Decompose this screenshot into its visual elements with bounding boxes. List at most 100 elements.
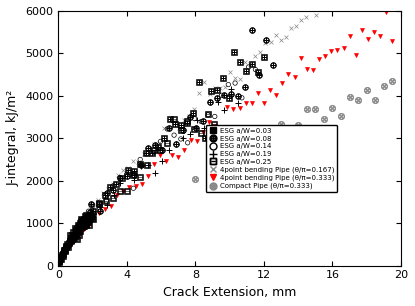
4point bending Pipe (θ/π=0.167) — [66, 238, 73, 243]
4point bending Pipe (θ/π=0.167) — [81, 215, 88, 220]
Compact Pipe (θ/π=0.333) — [381, 84, 387, 88]
4point bending Pipe (θ/π=0.167) — [68, 235, 75, 240]
ESG a/W=0.19 — [173, 141, 179, 146]
4point bending Pipe (θ/π=0.333) — [82, 224, 88, 229]
ESG a/W=0.25 — [83, 223, 89, 228]
4point bending Pipe (θ/π=0.167) — [75, 224, 82, 229]
ESG a/W=0.08 — [124, 173, 131, 178]
4point bending Pipe (θ/π=0.167) — [89, 202, 95, 207]
ESG a/W=0.14 — [110, 184, 116, 188]
4point bending Pipe (θ/π=0.333) — [89, 214, 95, 218]
ESG a/W=0.14 — [56, 259, 63, 264]
4point bending Pipe (θ/π=0.167) — [191, 106, 198, 111]
ESG a/W=0.14 — [73, 232, 79, 237]
ESG a/W=0.19 — [85, 221, 91, 226]
ESG a/W=0.03 — [80, 217, 87, 222]
4point bending Pipe (θ/π=0.167) — [338, 6, 345, 11]
ESG a/W=0.03 — [76, 226, 82, 231]
ESG a/W=0.14 — [88, 211, 95, 216]
ESG a/W=0.14 — [171, 133, 177, 138]
ESG a/W=0.25 — [137, 174, 143, 179]
ESG a/W=0.25 — [150, 147, 157, 152]
4point bending Pipe (θ/π=0.333) — [144, 174, 151, 179]
ESG a/W=0.14 — [123, 172, 130, 177]
4point bending Pipe (θ/π=0.167) — [84, 213, 91, 218]
ESG a/W=0.19 — [228, 86, 235, 91]
ESG a/W=0.03 — [56, 259, 63, 264]
4point bending Pipe (θ/π=0.167) — [86, 211, 93, 216]
ESG a/W=0.14 — [164, 126, 171, 131]
ESG a/W=0.08 — [59, 252, 65, 257]
4point bending Pipe (θ/π=0.167) — [57, 256, 64, 261]
ESG a/W=0.19 — [193, 117, 200, 122]
ESG a/W=0.14 — [78, 225, 85, 230]
4point bending Pipe (θ/π=0.333) — [68, 241, 74, 246]
ESG a/W=0.14 — [184, 140, 191, 145]
ESG a/W=0.03 — [57, 256, 64, 261]
ESG a/W=0.25 — [184, 118, 191, 123]
ESG a/W=0.03 — [137, 162, 143, 166]
4point bending Pipe (θ/π=0.167) — [61, 248, 68, 252]
4point bending Pipe (θ/π=0.167) — [56, 259, 63, 264]
ESG a/W=0.19 — [61, 251, 67, 256]
ESG a/W=0.14 — [89, 203, 96, 207]
ESG a/W=0.25 — [157, 148, 164, 153]
4point bending Pipe (θ/π=0.167) — [80, 219, 86, 224]
4point bending Pipe (θ/π=0.167) — [62, 246, 68, 251]
ESG a/W=0.25 — [211, 121, 218, 126]
4point bending Pipe (θ/π=0.167) — [74, 224, 81, 229]
4point bending Pipe (θ/π=0.167) — [78, 218, 84, 223]
ESG a/W=0.03 — [79, 217, 85, 222]
ESG a/W=0.03 — [66, 232, 73, 237]
ESG a/W=0.08 — [151, 143, 158, 148]
ESG a/W=0.25 — [130, 172, 137, 177]
ESG a/W=0.14 — [117, 175, 123, 180]
ESG a/W=0.19 — [159, 159, 165, 163]
ESG a/W=0.03 — [95, 201, 102, 206]
Compact Pipe (θ/π=0.333) — [252, 131, 259, 136]
ESG a/W=0.25 — [63, 244, 70, 249]
ESG a/W=0.14 — [60, 251, 67, 256]
4point bending Pipe (θ/π=0.167) — [58, 254, 64, 259]
ESG a/W=0.03 — [160, 136, 167, 140]
4point bending Pipe (θ/π=0.167) — [242, 59, 249, 64]
ESG a/W=0.03 — [101, 192, 108, 197]
4point bending Pipe (θ/π=0.167) — [83, 213, 90, 218]
4point bending Pipe (θ/π=0.333) — [175, 155, 182, 159]
ESG a/W=0.08 — [66, 237, 73, 241]
ESG a/W=0.08 — [103, 191, 110, 196]
4point bending Pipe (θ/π=0.333) — [87, 218, 93, 222]
4point bending Pipe (θ/π=0.167) — [71, 228, 78, 233]
4point bending Pipe (θ/π=0.333) — [316, 56, 322, 61]
ESG a/W=0.19 — [235, 101, 242, 106]
4point bending Pipe (θ/π=0.167) — [87, 208, 93, 213]
ESG a/W=0.25 — [89, 216, 96, 221]
4point bending Pipe (θ/π=0.167) — [120, 167, 127, 172]
4point bending Pipe (θ/π=0.333) — [61, 251, 67, 256]
ESG a/W=0.14 — [103, 198, 110, 203]
ESG a/W=0.19 — [221, 108, 228, 113]
ESG a/W=0.19 — [166, 147, 172, 152]
ESG a/W=0.03 — [225, 96, 232, 101]
4point bending Pipe (θ/π=0.333) — [132, 184, 139, 188]
4point bending Pipe (θ/π=0.333) — [88, 216, 94, 221]
4point bending Pipe (θ/π=0.167) — [262, 40, 269, 45]
ESG a/W=0.03 — [149, 151, 155, 156]
4point bending Pipe (θ/π=0.333) — [85, 223, 91, 228]
4point bending Pipe (θ/π=0.333) — [108, 203, 115, 208]
ESG a/W=0.08 — [214, 95, 220, 100]
ESG a/W=0.25 — [171, 117, 177, 121]
ESG a/W=0.03 — [237, 59, 244, 64]
4point bending Pipe (θ/π=0.333) — [81, 225, 88, 230]
4point bending Pipe (θ/π=0.167) — [115, 172, 122, 177]
ESG a/W=0.19 — [180, 135, 186, 140]
ESG a/W=0.19 — [70, 238, 77, 243]
ESG a/W=0.14 — [225, 82, 232, 87]
4point bending Pipe (θ/π=0.333) — [58, 255, 65, 260]
ESG a/W=0.14 — [157, 139, 164, 144]
ESG a/W=0.19 — [96, 204, 103, 209]
4point bending Pipe (θ/π=0.333) — [224, 104, 231, 109]
ESG a/W=0.14 — [191, 116, 198, 121]
4point bending Pipe (θ/π=0.167) — [283, 34, 289, 39]
ESG a/W=0.14 — [178, 136, 184, 141]
